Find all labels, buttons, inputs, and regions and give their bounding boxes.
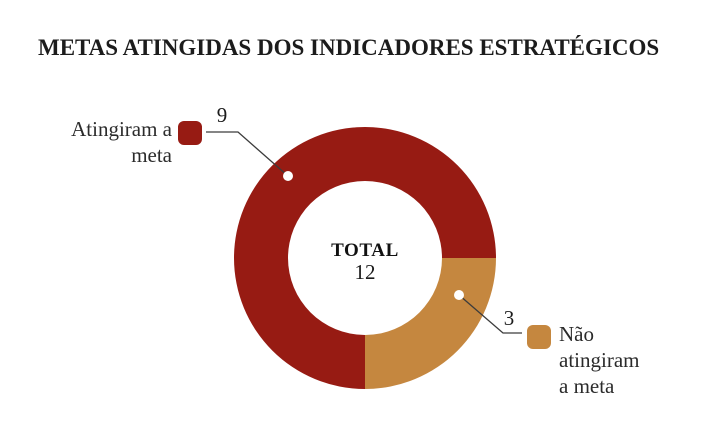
chart-title: METAS ATINGIDAS DOS INDICADORES ESTRATÉG… bbox=[38, 35, 660, 60]
count-achieved: 9 bbox=[216, 103, 228, 127]
total-value: 12 bbox=[354, 260, 376, 284]
legend-label-achieved: Atingiram a meta bbox=[12, 116, 172, 168]
legend-label-not-achieved-line1: Não bbox=[559, 322, 594, 346]
donut-center-label: TOTAL 12 bbox=[305, 240, 425, 284]
legend-swatch-not-achieved bbox=[527, 325, 551, 349]
callout-lines bbox=[206, 131, 522, 334]
legend-label-achieved-line1: Atingiram a bbox=[71, 117, 172, 141]
callout-line-not-achieved bbox=[458, 294, 522, 334]
callout-dot-achieved bbox=[283, 171, 293, 181]
donut-segment-not-achieved bbox=[365, 258, 496, 389]
legend-label-not-achieved-line2: atingiram bbox=[559, 348, 640, 372]
donut-segments bbox=[234, 127, 496, 389]
total-word: TOTAL bbox=[331, 240, 399, 261]
legend-swatch-achieved bbox=[178, 121, 202, 145]
callout-line-achieved bbox=[206, 131, 289, 177]
callout-dot-not-achieved bbox=[454, 290, 464, 300]
legend-label-not-achieved: Não atingiram a meta bbox=[559, 321, 699, 399]
donut-segment-achieved bbox=[234, 127, 496, 389]
legend-label-achieved-line2: meta bbox=[131, 143, 172, 167]
legend-label-not-achieved-line3: a meta bbox=[559, 374, 615, 398]
count-not-achieved: 3 bbox=[503, 306, 515, 330]
